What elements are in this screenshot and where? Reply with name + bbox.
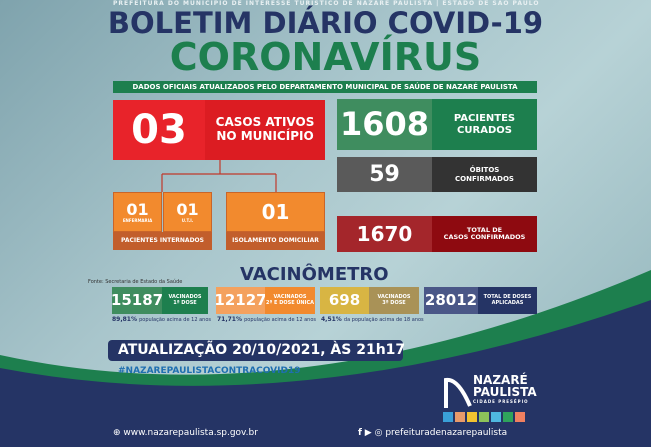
label-line: CONFIRMADOS [455,174,514,183]
label-line: ÓBITOS [469,166,500,175]
ward-box: 01 ENFERMARIA [113,192,162,232]
logo-text: NAZARÉ [473,373,528,387]
label-line: PACIENTES [453,113,516,124]
logo-mark-icon [444,377,472,408]
dose1-label: VACINADOS 1ª DOSE [162,287,208,314]
top-line: PREFEITURA DO MUNICÍPIO DE INTERESSE TUR… [113,0,540,7]
label-line: VACINADOS [168,293,202,300]
label-line: CASOS ATIVOS [215,115,315,130]
label-line: CURADOS [457,124,512,136]
total-value: 1670 [337,216,432,252]
connector-lines [161,160,277,192]
globe-icon: ⊕ [113,428,121,438]
dose2-label: VACINADOS 2ª E DOSE ÚNICA [265,287,315,314]
label-line: VACINADOS [273,293,307,300]
label-line: 3ª DOSE [382,299,406,306]
dose3-pct: 4,51% da população acima de 18 anos [321,316,424,323]
city-logo: NAZARÉ PAULISTA CIDADE PRESÉPIO [443,374,538,428]
logo-text: PAULISTA [473,385,537,399]
logo-tagline: CIDADE PRESÉPIO [473,399,529,404]
pct-text: da população acima de 18 anos [343,317,424,323]
social-link[interactable]: f ▶ ◎ prefeituradenazarepaulista [358,428,507,438]
page-subtitle: CORONAVÍRUS [169,35,482,79]
icu-label: U.T.I. [181,217,194,223]
total-doses-label: TOTAL DE DOSES APLICADAS [478,287,537,314]
deaths-value: 59 [337,157,432,192]
facebook-icon: f [358,428,362,438]
pct-value: 89,81% [112,316,137,323]
dose2-pct: 71,71% população acima de 12 anos [217,316,316,323]
deaths-label: ÓBITOS CONFIRMADOS [432,157,537,192]
dose1-pct: 89,81% população acima de 12 anos [112,316,211,323]
active-cases-value: 03 [113,100,205,160]
label-line: APLICADAS [491,299,524,306]
pct-value: 4,51% [321,316,342,323]
label-line: CASOS CONFIRMADOS [443,233,526,241]
website-text: www.nazarepaulista.sp.gov.br [123,428,258,438]
hashtag[interactable]: #NAZAREPAULISTACONTRACOVID19 [118,366,301,376]
update-banner: ATUALIZAÇÃO 20/10/2021, ÀS 21h17 [108,340,405,361]
vaccine-title: VACINÔMETRO [240,264,389,285]
label-line: VACINADOS [377,293,411,300]
dose1-value: 15187 [111,287,163,314]
label-line: NO MUNICÍPIO [216,129,314,143]
pct-value: 71,71% [217,316,242,323]
dose3-value: 698 [320,287,369,314]
source-strip: DADOS OFICIAIS ATUALIZADOS PELO DEPARTAM… [113,81,537,93]
total-label: TOTAL DE CASOS CONFIRMADOS [432,216,537,252]
source-note: Fonte: Secretaria de Estado da Saúde [88,279,183,285]
hospitalized-label: PACIENTES INTERNADOS [113,232,212,250]
dose2-value: 12127 [214,287,267,314]
total-doses-value: 28012 [424,287,478,314]
recovered-value: 1608 [337,99,432,150]
page-title: BOLETIM DIÁRIO COVID-19 [107,6,544,40]
isolation-label: ISOLAMENTO DOMICILIAR [226,232,325,250]
ward-label: ENFERMARIA [122,217,153,223]
label-line: 1ª DOSE [173,299,197,306]
ward-value: 01 [126,199,149,219]
active-cases-label: CASOS ATIVOS NO MUNICÍPIO [205,100,325,160]
pct-text: população acima de 12 anos [139,317,211,323]
youtube-icon: ▶ [364,428,372,438]
icu-value: 01 [176,199,199,219]
recovered-label: PACIENTES CURADOS [432,99,537,150]
website-link[interactable]: ⊕ www.nazarepaulista.sp.gov.br [113,428,258,438]
isolation-value: 01 [226,192,325,232]
label-line: TOTAL DE [466,225,503,234]
social-text: prefeituradenazarepaulista [385,428,508,438]
logo-icons [443,412,525,422]
pct-text: população acima de 12 anos [244,317,316,323]
dose3-label: VACINADOS 3ª DOSE [369,287,419,314]
label-line: 2ª E DOSE ÚNICA [266,299,314,306]
icu-box: 01 U.T.I. [163,192,212,232]
label-line: TOTAL DE DOSES [483,293,532,300]
instagram-icon: ◎ [374,428,383,438]
